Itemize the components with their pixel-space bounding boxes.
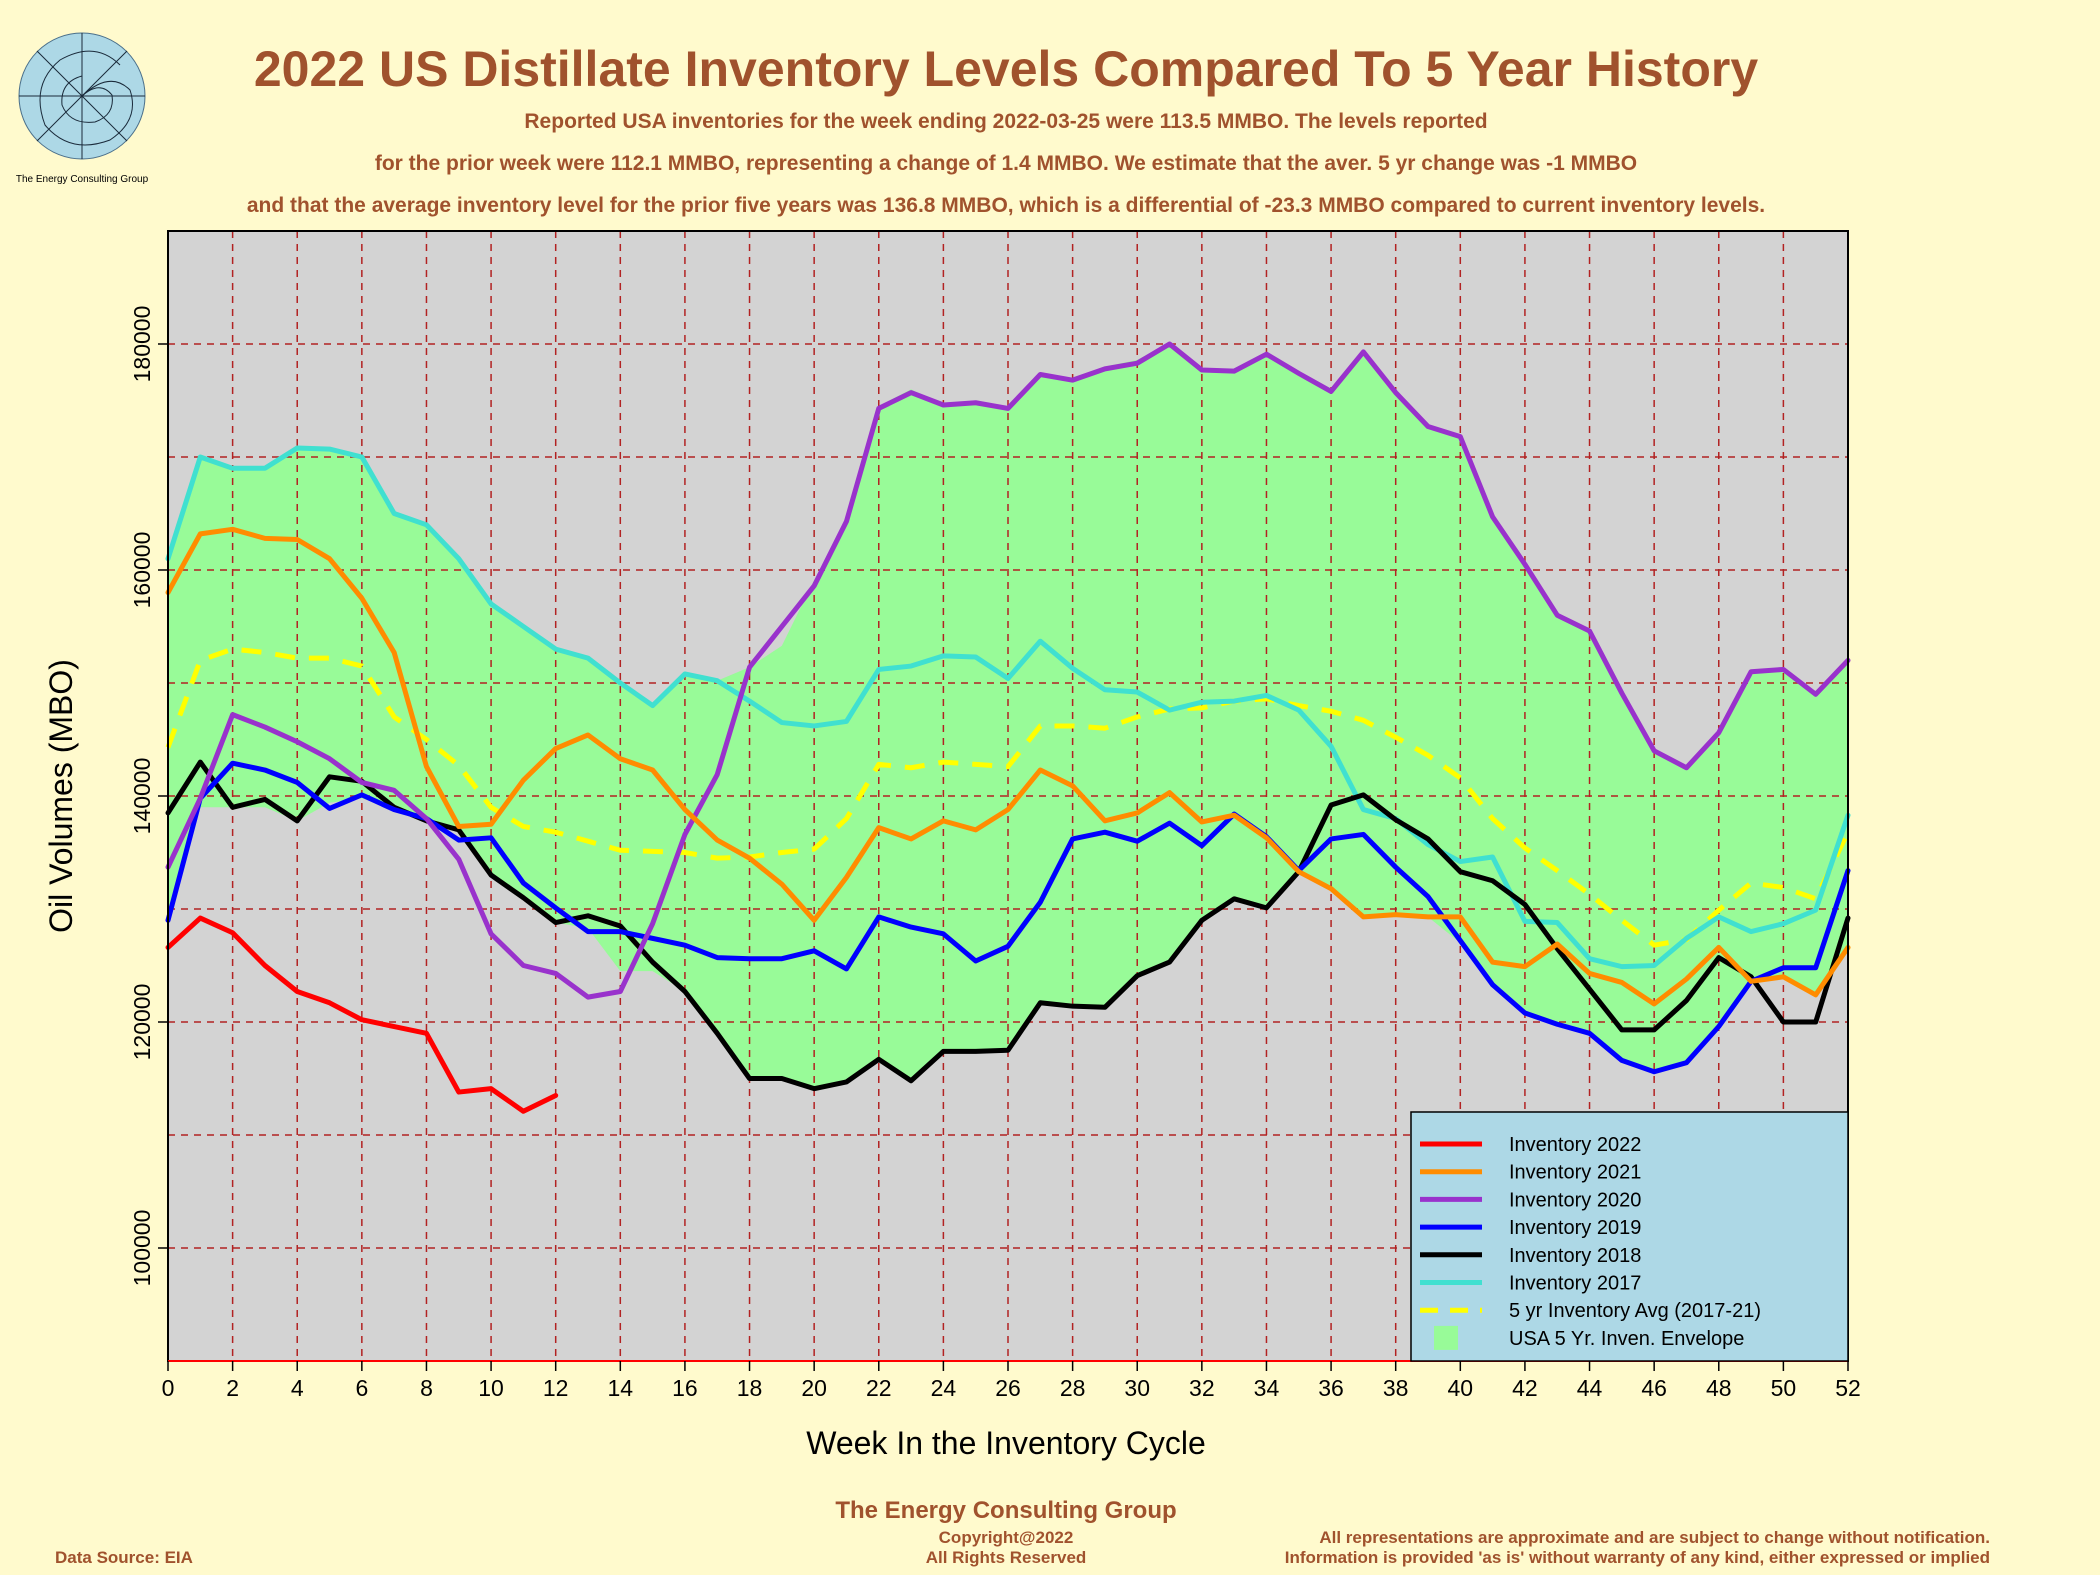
x-tick-label: 26 <box>995 1375 1021 1401</box>
logo-spiral-icon <box>19 33 145 159</box>
legend: Inventory 2022 Inventory 2021 Inventory 20… <box>1410 1111 1849 1362</box>
y-tick-label: 120000 <box>129 984 155 1061</box>
y-axis-label: Oil Volumes (MBO) <box>43 659 79 933</box>
x-tick-label: 18 <box>737 1375 763 1401</box>
x-axis-label: Week In the Inventory Cycle <box>806 1425 1206 1461</box>
x-tick-label: 48 <box>1706 1375 1732 1401</box>
x-tick-label: 52 <box>1835 1375 1861 1401</box>
series-line-inventory-2020 <box>165 341 1851 1000</box>
series-line-5-yr-inventory-avg-2017-21- <box>165 646 1851 948</box>
x-tick-label: 4 <box>291 1375 304 1401</box>
x-axis: 0 2 4 6 8 10 12 14 16 18 20 22 24 26 28 30 32 34 36 38 40 42 4… <box>162 1360 1861 1401</box>
series-line-inventory-2022 <box>165 915 559 1114</box>
y-tick-label: 140000 <box>129 758 155 835</box>
legend-label: Inventory 2022 <box>1509 1134 1641 1156</box>
x-tick-label: 34 <box>1254 1375 1280 1401</box>
x-tick-label: 50 <box>1771 1375 1797 1401</box>
series-layer <box>165 341 1851 1114</box>
x-tick-label: 12 <box>543 1375 569 1401</box>
series-line-inventory-2017 <box>165 445 1851 970</box>
legend-label: Inventory 2017 <box>1509 1273 1641 1295</box>
subtitle-line-2: for the prior week were 112.1 MMBO, repr… <box>375 152 1637 175</box>
grid-layer <box>167 231 1849 1361</box>
x-tick-label: 24 <box>931 1375 957 1401</box>
legend-label: Inventory 2020 <box>1509 1189 1641 1211</box>
x-tick-label: 22 <box>866 1375 892 1401</box>
x-tick-label: 36 <box>1318 1375 1344 1401</box>
x-tick-label: 38 <box>1383 1375 1409 1401</box>
subtitle-line-3: and that the average inventory level for… <box>247 194 1765 217</box>
footer-rights: All Rights Reserved <box>926 1548 1087 1567</box>
footer-copyright: Copyright@2022 <box>939 1528 1074 1547</box>
logo-caption: The Energy Consulting Group <box>16 174 149 185</box>
y-tick-label: 180000 <box>129 306 155 383</box>
legend-label: Inventory 2018 <box>1509 1245 1641 1267</box>
series-line-inventory-2019 <box>165 760 1851 1075</box>
legend-items: Inventory 2022 Inventory 2021 Inventory 20… <box>1420 1134 1761 1350</box>
footer-disclaimer-1: All representations are approximate and … <box>1319 1528 1990 1547</box>
x-tick-label: 8 <box>420 1375 433 1401</box>
x-tick-label: 0 <box>162 1375 175 1401</box>
legend-box <box>1410 1111 1849 1362</box>
x-tick-label: 14 <box>608 1375 634 1401</box>
subtitle-line-1: Reported USA inventories for the week en… <box>524 110 1487 133</box>
y-axis: 100000 120000 140000 160000 180000 <box>129 306 168 1287</box>
x-tick-label: 44 <box>1577 1375 1603 1401</box>
x-tick-label: 6 <box>355 1375 368 1401</box>
y-tick-label: 160000 <box>129 532 155 609</box>
x-tick-label: 10 <box>478 1375 504 1401</box>
chart-title: 2022 US Distillate Inventory Levels Comp… <box>254 41 1758 97</box>
company-logo: The Energy Consulting Group <box>16 32 149 185</box>
x-tick-label: 46 <box>1641 1375 1667 1401</box>
x-tick-label: 42 <box>1512 1375 1538 1401</box>
series-line-inventory-2018 <box>165 759 1851 1092</box>
legend-label: Inventory 2019 <box>1509 1217 1641 1239</box>
x-tick-label: 28 <box>1060 1375 1086 1401</box>
series-line-inventory-2021 <box>165 526 1851 1007</box>
x-tick-label: 30 <box>1124 1375 1150 1401</box>
y-tick-label: 100000 <box>129 1210 155 1287</box>
footer-company: The Energy Consulting Group <box>835 1497 1176 1524</box>
legend-label: USA 5 Yr. Inven. Envelope <box>1509 1328 1744 1350</box>
legend-label: 5 yr Inventory Avg (2017-21) <box>1509 1300 1761 1322</box>
x-tick-label: 32 <box>1189 1375 1215 1401</box>
x-tick-label: 2 <box>226 1375 239 1401</box>
x-tick-label: 20 <box>801 1375 827 1401</box>
legend-swatch-envelope <box>1434 1325 1458 1350</box>
footer-disclaimer-2: Information is provided 'as is' without … <box>1285 1548 1990 1567</box>
footer-data-source: Data Source: EIA <box>55 1548 193 1567</box>
legend-label: Inventory 2021 <box>1509 1162 1641 1184</box>
x-tick-label: 40 <box>1448 1375 1474 1401</box>
x-tick-label: 16 <box>672 1375 698 1401</box>
